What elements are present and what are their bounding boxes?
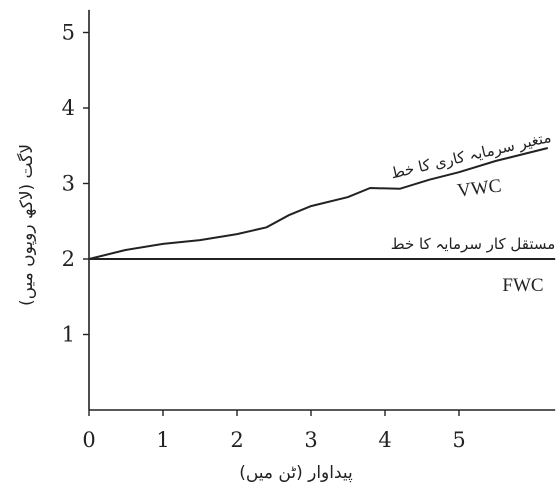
x-tick-label: 1 <box>156 428 169 452</box>
y-tick-label: 4 <box>62 96 75 120</box>
x-tick-label: 4 <box>378 428 391 452</box>
x-ticks: 0 1 2 3 4 5 <box>82 410 466 452</box>
x-tick-label: 5 <box>452 428 465 452</box>
y-ticks: 1 2 3 4 5 <box>62 21 89 347</box>
x-tick-label: 3 <box>304 428 317 452</box>
x-tick-label: 0 <box>82 428 95 452</box>
fwc-series-name: FWC <box>502 275 543 296</box>
x-axis-title: پیداوار (ٹن میں) <box>239 463 353 483</box>
series-line-vwc <box>88 147 549 260</box>
series-layer <box>88 147 556 260</box>
y-axis-title: لاگت (لاکھ روپوں میں) <box>16 144 37 306</box>
y-tick-label: 5 <box>62 21 75 45</box>
x-tick-label: 2 <box>230 428 243 452</box>
y-tick-label: 3 <box>62 172 75 196</box>
fwc-series-label: مستقل کار سرمایہ کا خط <box>391 235 556 253</box>
y-tick-label: 1 <box>62 323 75 347</box>
vwc-series-name: VWC <box>456 175 503 201</box>
axes <box>88 9 556 411</box>
y-tick-label: 2 <box>62 247 75 271</box>
vwc-series-label: متغیر سرمایہ کاری کا خط <box>389 128 553 182</box>
